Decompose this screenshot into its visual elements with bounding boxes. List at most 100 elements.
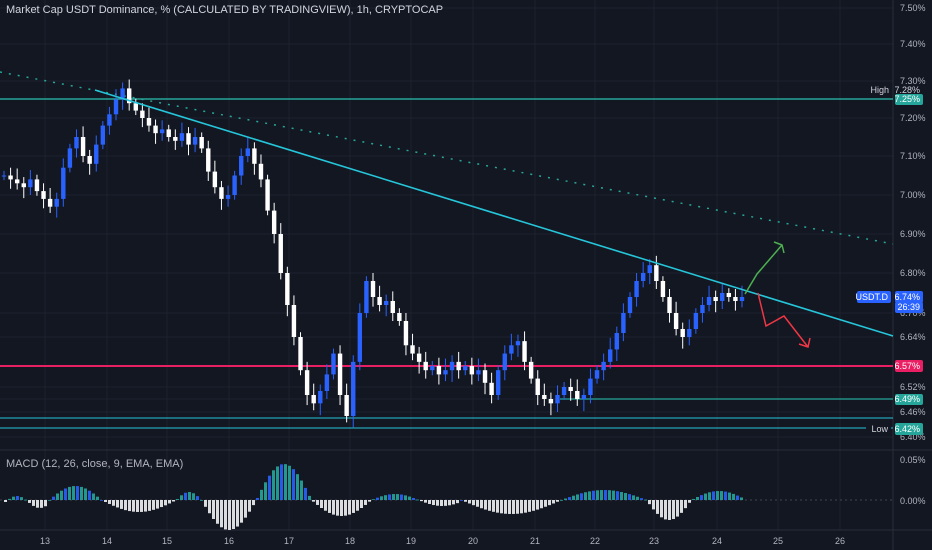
candle-16 xyxy=(107,114,112,126)
macd-bar-72 xyxy=(292,469,295,500)
candle-104 xyxy=(687,329,692,337)
candle-11 xyxy=(74,137,79,149)
macd-bar-80 xyxy=(324,500,327,511)
candle-15 xyxy=(100,125,106,145)
candle-32 xyxy=(212,171,218,188)
macd-bar-53 xyxy=(216,500,219,524)
macd-bar-123 xyxy=(496,500,499,513)
price-tick-9: 6.64% xyxy=(900,332,926,342)
macd-bar-113 xyxy=(456,500,459,504)
candle-17 xyxy=(113,99,119,115)
macd-bar-67 xyxy=(272,470,275,500)
macd-bar-51 xyxy=(208,500,211,514)
candle-90 xyxy=(594,370,600,379)
macd-bar-88 xyxy=(356,500,359,511)
macd-bar-167 xyxy=(672,500,675,520)
price-tick-10: 6.52% xyxy=(900,382,926,392)
macd-bar-119 xyxy=(480,500,483,509)
macd-bar-149 xyxy=(600,490,603,500)
macd-bar-179 xyxy=(720,491,723,500)
macd-bar-141 xyxy=(568,497,571,500)
macd-bar-29 xyxy=(120,500,123,509)
candle-65 xyxy=(430,366,435,371)
macd-tick-1: 0.00% xyxy=(900,496,926,506)
candle-72 xyxy=(476,370,481,375)
macd-bar-11 xyxy=(48,500,51,501)
macd-bar-180 xyxy=(724,491,727,500)
candle-95 xyxy=(627,297,633,313)
macd-bar-98 xyxy=(396,494,399,500)
macd-bar-57 xyxy=(232,500,235,530)
macd-bar-60 xyxy=(244,500,247,518)
candle-6 xyxy=(41,191,46,199)
macd-bar-64 xyxy=(260,489,263,500)
macd-bar-94 xyxy=(380,496,383,500)
macd-bar-176 xyxy=(708,492,711,500)
macd-bar-154 xyxy=(620,492,623,500)
candle-110 xyxy=(726,293,732,297)
macd-bar-54 xyxy=(220,500,223,528)
candle-39 xyxy=(258,163,264,180)
candle-countdown: 26:39 xyxy=(897,302,920,312)
candle-18 xyxy=(120,88,125,100)
macd-bar-58 xyxy=(236,500,239,527)
macd-bar-91 xyxy=(368,500,371,502)
candle-94 xyxy=(621,313,626,333)
macd-bar-133 xyxy=(536,500,539,510)
time-tick-0: 13 xyxy=(40,536,50,546)
candle-33 xyxy=(219,187,224,199)
macd-bar-100 xyxy=(404,495,407,500)
macd-bar-152 xyxy=(612,490,615,500)
candle-46 xyxy=(304,370,310,395)
candle-80 xyxy=(528,361,534,379)
candle-22 xyxy=(146,118,152,126)
macd-bar-36 xyxy=(148,500,151,511)
macd-bar-166 xyxy=(668,500,671,520)
macd-bar-99 xyxy=(400,494,403,500)
macd-bar-3 xyxy=(16,496,19,500)
candle-105 xyxy=(693,313,699,329)
candle-13 xyxy=(87,156,92,164)
candle-40 xyxy=(265,179,270,211)
scenario-up-arrowhead xyxy=(773,241,785,254)
macd-bar-59 xyxy=(240,500,243,523)
macd-bar-157 xyxy=(632,495,635,500)
price-tick-5: 7.00% xyxy=(900,190,926,200)
macd-bar-146 xyxy=(588,491,591,500)
macd-bar-131 xyxy=(528,500,531,512)
macd-bar-83 xyxy=(336,500,339,516)
macd-bar-164 xyxy=(660,500,663,518)
macd-bar-183 xyxy=(736,495,739,500)
macd-bar-109 xyxy=(440,500,443,506)
candle-70 xyxy=(463,366,468,371)
macd-bar-0 xyxy=(4,500,7,502)
macd-bar-140 xyxy=(564,498,567,500)
candle-85 xyxy=(561,387,567,395)
candle-69 xyxy=(456,361,461,371)
candle-62 xyxy=(410,345,415,354)
macd-bar-30 xyxy=(124,500,127,511)
price-tick-4: 7.10% xyxy=(900,151,926,161)
time-tick-8: 21 xyxy=(530,536,540,546)
macd-bar-35 xyxy=(144,500,147,512)
candle-63 xyxy=(416,353,422,362)
macd-bar-52 xyxy=(212,500,215,519)
macd-bar-162 xyxy=(652,500,655,510)
current-symbol-tag-bg xyxy=(857,291,891,303)
level-7-25-label: 7.25% xyxy=(894,94,920,104)
macd-bar-65 xyxy=(264,482,267,500)
candle-3 xyxy=(21,183,26,188)
current-price-label: 6.74% xyxy=(894,292,920,302)
macd-bar-78 xyxy=(316,500,319,505)
candle-14 xyxy=(94,144,99,164)
candle-99 xyxy=(654,265,659,281)
candle-71 xyxy=(469,366,475,375)
macd-bar-97 xyxy=(392,494,395,500)
candle-73 xyxy=(482,370,488,383)
macd-bar-122 xyxy=(492,500,495,512)
macd-bar-77 xyxy=(312,500,315,502)
price-tick-0: 7.50% xyxy=(900,3,926,13)
macd-bar-10 xyxy=(44,500,47,507)
macd-bar-158 xyxy=(636,496,639,500)
